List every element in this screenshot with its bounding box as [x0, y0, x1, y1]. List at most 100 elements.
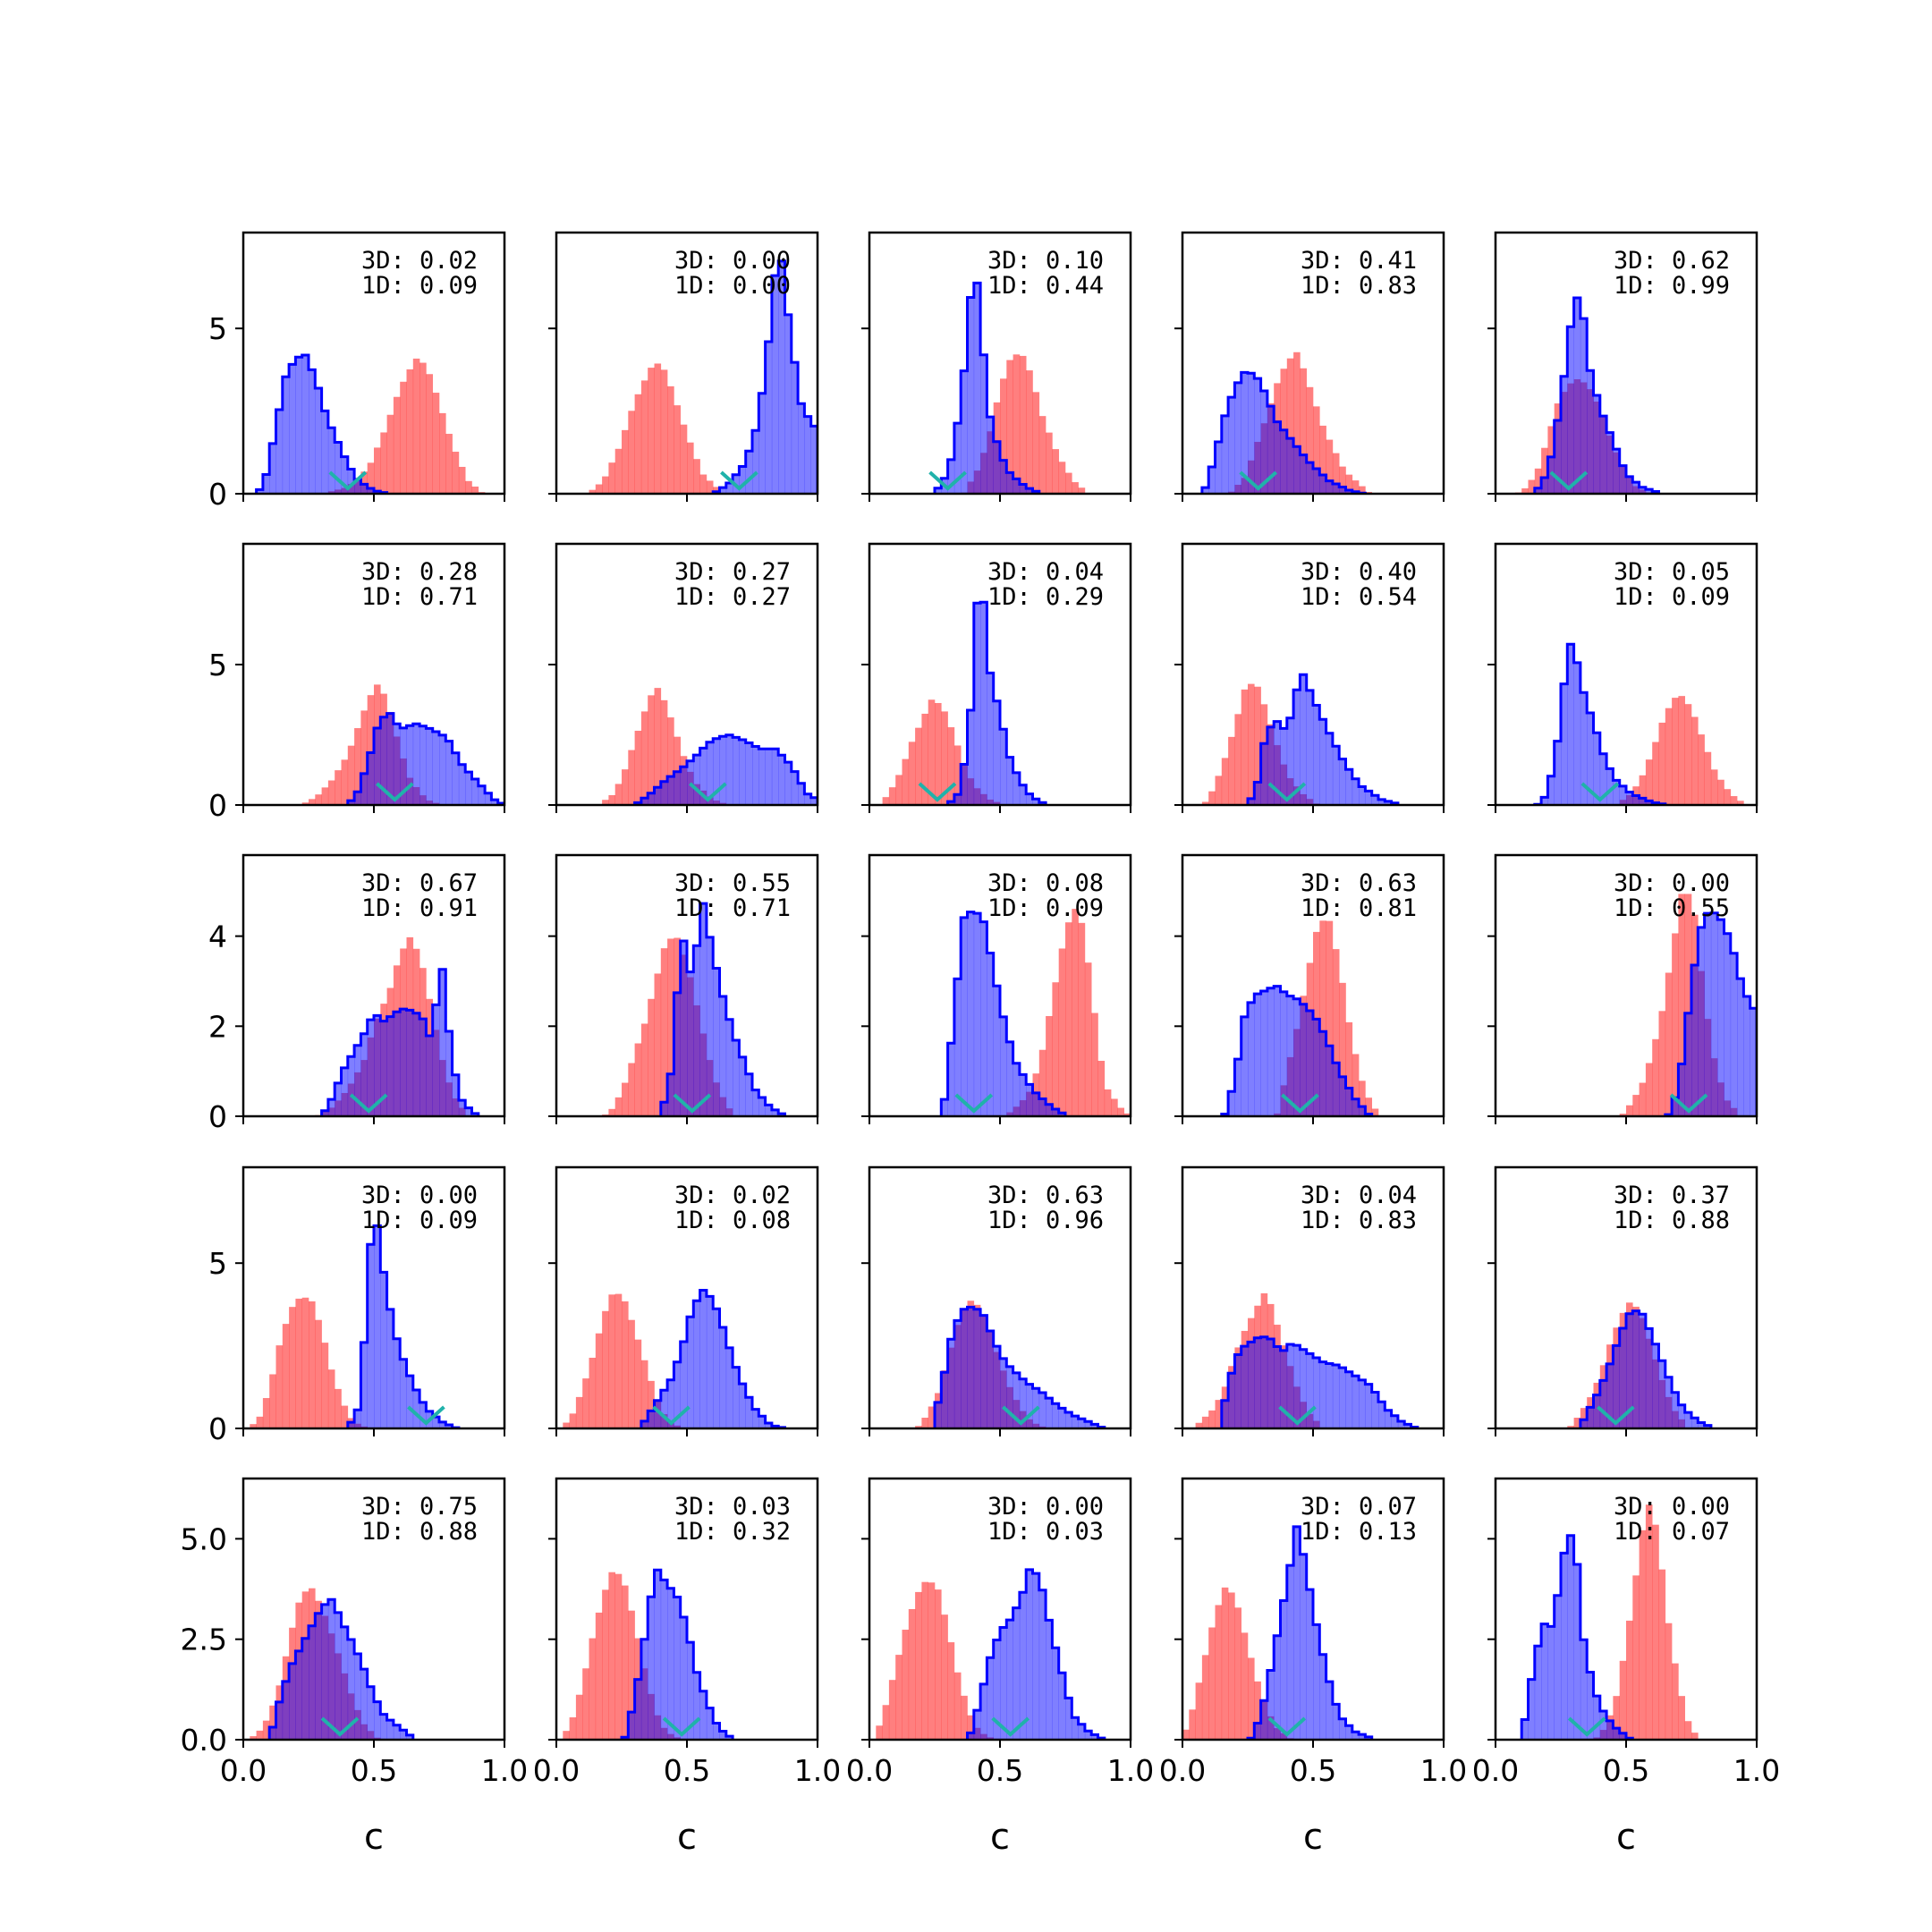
blue-bar — [719, 736, 727, 805]
blue-bar — [432, 731, 440, 805]
blue-bar — [765, 341, 773, 494]
blue-bar — [1326, 1682, 1334, 1740]
subplot-annotation: 1D: 0.54 — [1301, 583, 1417, 611]
subplot-annotation: 1D: 0.13 — [1301, 1518, 1417, 1546]
blue-bar — [419, 1402, 427, 1428]
blue-bar — [1593, 395, 1601, 494]
red-bar — [1248, 1657, 1255, 1740]
blue-bar — [973, 283, 981, 494]
blue-bar — [347, 1056, 355, 1116]
red-bar — [347, 745, 355, 805]
red-bar — [1658, 1011, 1666, 1116]
red-bar — [471, 486, 479, 494]
blue-bar — [1000, 1016, 1007, 1116]
red-bar — [1672, 933, 1679, 1116]
blue-bar — [648, 1597, 655, 1740]
blue-bar — [987, 417, 994, 494]
red-bar — [908, 741, 916, 805]
red-bar — [953, 1672, 962, 1740]
blue-bar — [1019, 484, 1027, 494]
blue-bar — [321, 1604, 329, 1740]
red-bar — [589, 489, 597, 494]
blue-bar — [1717, 919, 1724, 1116]
blue-histogram-outline — [255, 353, 389, 494]
blue-bar — [1274, 1635, 1281, 1740]
red-bar — [953, 745, 962, 805]
blue-bar — [628, 1712, 635, 1740]
y-tick-label: 0 — [208, 788, 227, 823]
blue-bar — [327, 1599, 335, 1740]
blue-bar — [360, 484, 368, 494]
red-bar — [713, 487, 720, 494]
blue-bar — [810, 426, 818, 494]
blue-bar — [406, 1010, 414, 1116]
blue-bar — [1547, 775, 1555, 805]
blue-bar — [1300, 454, 1307, 494]
blue-bar — [1547, 456, 1555, 494]
blue-bar — [804, 793, 811, 805]
blue-bar — [1013, 1372, 1021, 1428]
blue-histogram-outline — [659, 902, 786, 1116]
subplot-annotation: 1D: 0.09 — [361, 272, 478, 300]
blue-bar — [1274, 986, 1281, 1116]
red-bar — [569, 1717, 577, 1740]
blue-bar — [1378, 799, 1385, 805]
blue-histogram-outline — [1220, 1335, 1419, 1428]
blue-histogram-outline — [939, 911, 1067, 1116]
subplot-annotation: 1D: 0.09 — [987, 894, 1104, 922]
blue-histogram — [946, 600, 1047, 805]
red-bar — [935, 702, 942, 805]
x-tick-label: 1.0 — [794, 1753, 841, 1788]
x-tick-label: 0.0 — [220, 1753, 267, 1788]
blue-bar — [1267, 1338, 1275, 1428]
blue-bar — [1365, 791, 1372, 805]
blue-histogram — [640, 1289, 786, 1428]
blue-bar — [739, 466, 746, 494]
blue-bar — [758, 1097, 766, 1116]
blue-bar — [1678, 1063, 1685, 1116]
red-bar — [321, 787, 329, 805]
blue-bar — [1359, 1106, 1366, 1116]
blue-bar — [687, 971, 694, 1116]
blue-bar — [1319, 1361, 1326, 1428]
blue-bar — [1534, 487, 1542, 494]
red-bar — [1704, 751, 1712, 805]
blue-bar — [987, 1657, 994, 1740]
red-bar — [380, 432, 387, 494]
blue-bar — [1267, 987, 1275, 1116]
blue-bar — [1313, 705, 1320, 805]
blue-bar — [1032, 799, 1040, 805]
red-bar — [1058, 948, 1066, 1116]
blue-bar — [758, 749, 766, 805]
red-bar — [1072, 482, 1079, 494]
blue-bar — [1619, 465, 1627, 494]
red-bar — [608, 1108, 615, 1116]
red-bar — [458, 466, 466, 494]
red-bar — [1234, 714, 1241, 805]
blue-bar — [1260, 990, 1268, 1116]
blue-bar — [1234, 382, 1241, 494]
blue-bar — [1221, 1400, 1229, 1428]
blue-bar — [693, 1672, 700, 1740]
red-bar — [1639, 1082, 1647, 1116]
red-bar — [393, 396, 401, 494]
red-bar — [262, 1398, 270, 1428]
red-bar — [888, 787, 896, 805]
subplot-annotation: 1D: 0.00 — [674, 272, 791, 300]
red-bar — [1084, 962, 1092, 1116]
y-tick-label: 0 — [208, 1411, 227, 1446]
red-bar — [1182, 1729, 1190, 1740]
blue-histogram-outline — [320, 968, 480, 1116]
blue-bar — [699, 1690, 708, 1740]
blue-histogram — [1200, 370, 1367, 494]
blue-bar — [275, 409, 284, 494]
subplot-annotation: 1D: 0.88 — [361, 1518, 478, 1546]
red-bar — [921, 713, 928, 805]
marker-icon — [918, 782, 957, 802]
blue-bar — [674, 1361, 681, 1428]
blue-bar — [745, 1073, 753, 1116]
blue-bar — [374, 1225, 381, 1428]
marker-icon — [652, 1405, 691, 1426]
